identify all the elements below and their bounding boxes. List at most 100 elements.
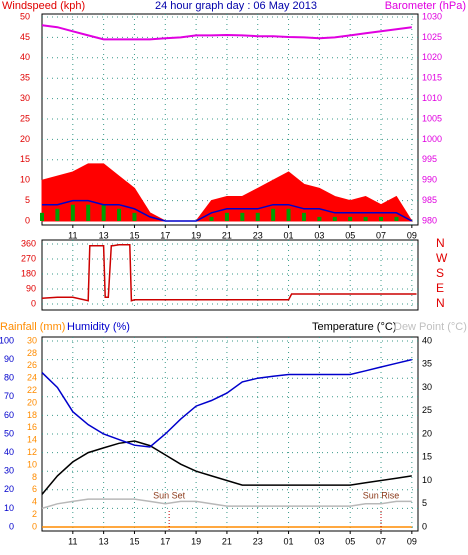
y-tick-label: 70 [4, 391, 14, 401]
bar [240, 212, 245, 221]
y2-tick-label: 1010 [422, 93, 442, 103]
x-tick-label: 15 [129, 230, 139, 240]
x-tick-label: 23 [253, 230, 263, 240]
y-tick-label: 270 [21, 253, 36, 263]
y2-tick-label: 1005 [422, 113, 442, 123]
x-tick-label: 11 [68, 230, 77, 240]
y2-tick-label: 990 [422, 175, 437, 185]
line [41, 24, 412, 41]
y2-tick-label: N [436, 236, 445, 250]
x-tick-label: 13 [99, 536, 109, 546]
bar [101, 204, 106, 221]
y-tick-label: 90 [4, 354, 14, 364]
y-tick-label: 45 [20, 32, 30, 42]
x-tick-label: 01 [284, 536, 294, 546]
line [41, 498, 412, 510]
y-tick-label: 20 [4, 484, 14, 494]
y3-tick-label: 26 [27, 360, 37, 370]
y2-tick-label: 1025 [422, 32, 442, 42]
y2-tick-label: 5 [422, 498, 427, 508]
bar [317, 216, 322, 221]
y3-tick-label: 12 [27, 447, 37, 457]
annotation: Sun Set [153, 490, 186, 500]
chart-title: 24 hour graph day : 06 May 2013 [155, 0, 317, 12]
y2-tick-label: 985 [422, 195, 437, 205]
bar [286, 208, 291, 221]
x-tick-label: 17 [160, 230, 170, 240]
bar [86, 204, 91, 221]
x-tick-label: 07 [376, 230, 386, 240]
y3-tick-label: 30 [27, 335, 37, 345]
y3-tick-label: 6 [32, 484, 37, 494]
y-tick-label: 10 [20, 175, 30, 185]
y3-tick-label: 0 [32, 521, 37, 531]
y2-tick-label: 35 [422, 359, 432, 369]
y3-tick-label: 14 [27, 435, 37, 445]
y-tick-label: 0 [31, 298, 36, 308]
y3-tick-label: 16 [27, 422, 37, 432]
x-tick-label: 03 [314, 536, 324, 546]
x-tick-label: 07 [376, 536, 386, 546]
y2-tick-label: 10 [422, 475, 432, 485]
x-tick-label: 19 [191, 230, 201, 240]
y3-tick-label: 8 [32, 472, 37, 482]
y-tick-label: 100 [0, 335, 14, 345]
y3-tick-label: 10 [27, 459, 37, 469]
y-tick-label: 40 [20, 52, 30, 62]
y3-tick-label: 22 [27, 385, 37, 395]
y-tick-label: 0 [25, 215, 30, 225]
y-tick-label: 30 [4, 466, 14, 476]
x-tick-label: 01 [284, 230, 294, 240]
y2-tick-label: 20 [422, 428, 432, 438]
y-tick-label: 5 [25, 195, 30, 205]
annotation: Sun Rise [363, 490, 400, 500]
y2-tick-label: 980 [422, 215, 437, 225]
dew-point-label: Dew Point (°C) [394, 321, 467, 333]
rainfall-label: Rainfall (mm) [0, 321, 65, 333]
y-tick-label: 0 [9, 521, 14, 531]
y2-tick-label: 0 [422, 521, 427, 531]
y2-tick-label: 995 [422, 154, 437, 164]
y2-tick-label: 1020 [422, 52, 442, 62]
y3-tick-label: 20 [27, 397, 37, 407]
y-tick-label: 30 [20, 93, 30, 103]
bar [394, 216, 399, 221]
y2-tick-label: S [436, 266, 444, 280]
y-tick-label: 20 [20, 134, 30, 144]
x-tick-label: 09 [407, 536, 417, 546]
temperature-label: Temperature (°C) [312, 321, 396, 333]
y3-tick-label: 4 [32, 497, 37, 507]
bar [255, 212, 260, 221]
y-tick-label: 15 [20, 154, 30, 164]
y3-tick-label: 18 [27, 410, 37, 420]
y-tick-label: 10 [4, 503, 14, 513]
line [41, 440, 412, 495]
y2-tick-label: 30 [422, 382, 432, 392]
y2-tick-label: 1030 [422, 11, 442, 21]
x-tick-label: 21 [222, 536, 232, 546]
humidity-label: Humidity (%) [67, 321, 130, 333]
line [41, 244, 417, 302]
line [41, 358, 412, 448]
bar [348, 216, 353, 221]
bar [301, 212, 306, 221]
y-tick-label: 360 [21, 238, 36, 248]
y2-tick-label: N [436, 296, 445, 310]
bar [132, 212, 137, 221]
line [42, 199, 413, 222]
y2-tick-label: E [436, 281, 444, 295]
area [41, 163, 413, 222]
y3-tick-label: 24 [27, 373, 37, 383]
y-tick-label: 180 [21, 268, 36, 278]
bar [55, 208, 60, 221]
y2-tick-label: W [436, 251, 448, 265]
bar [40, 212, 44, 221]
x-tick-label: 05 [345, 536, 355, 546]
y2-tick-label: 40 [422, 335, 432, 345]
y-tick-label: 90 [26, 283, 36, 293]
x-tick-label: 05 [345, 230, 355, 240]
y-tick-label: 50 [4, 428, 14, 438]
y-tick-label: 25 [20, 113, 30, 123]
bar [332, 216, 337, 221]
